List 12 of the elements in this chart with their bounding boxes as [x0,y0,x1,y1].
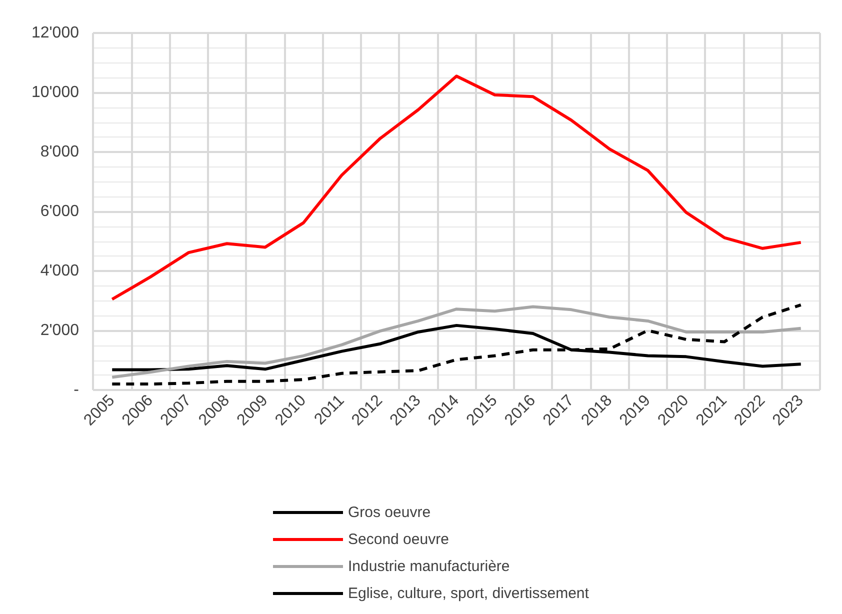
line-series [110,74,802,301]
y-tick-label: 10'000 [31,84,80,101]
legend-label: Industrie manufacturière [348,558,510,575]
y-tick-label: 8'000 [40,144,80,160]
legend-label: Eglise, culture, sport, divertissement [348,585,590,602]
y-tick-label: 6'000 [40,203,80,220]
y-tick-label: 4'000 [40,262,80,280]
legend-label: Gros oeuvre [348,504,431,521]
y-tick-label: 2'000 [40,322,80,339]
y-tick-label: - [74,382,79,398]
y-tick-label: 12'000 [31,24,80,42]
legend-label: Second oeuvre [348,531,449,548]
